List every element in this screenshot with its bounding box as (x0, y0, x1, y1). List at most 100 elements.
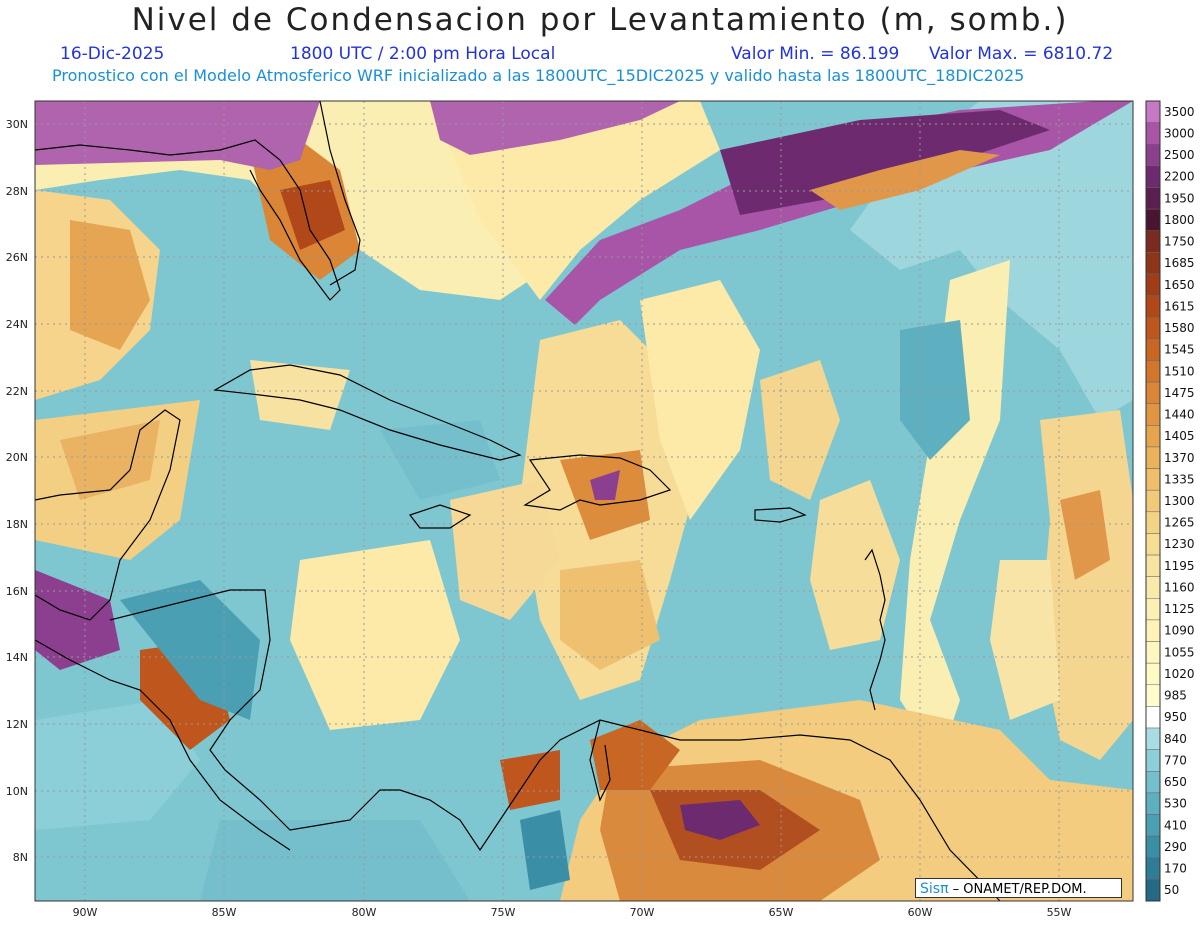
lat-label: 16N (6, 585, 28, 598)
date-label: 16-Dic-2025 (60, 44, 165, 64)
legend-swatch (1145, 381, 1161, 404)
legend-level-label: 1335 (1164, 472, 1195, 486)
legend-level-label: 1650 (1164, 278, 1195, 292)
legend-level-label: 1615 (1164, 299, 1195, 313)
legend-swatch (1145, 403, 1161, 426)
lon-label: 55W (1047, 906, 1072, 919)
condensation-field (35, 101, 1133, 901)
legend-swatch (1145, 727, 1161, 750)
legend-level-label: 985 (1164, 689, 1187, 703)
model-info-line: Pronostico con el Modelo Atmosferico WRF… (52, 66, 1025, 85)
legend-level-label: 3000 (1164, 126, 1195, 140)
legend-swatch (1145, 857, 1161, 880)
lon-label: 85W (212, 906, 237, 919)
legend-swatch (1145, 273, 1161, 296)
min-value-label: Valor Min. = 86.199 (731, 44, 900, 64)
latitude-axis: 30N 28N 26N 24N 22N 20N 18N 16N 14N 12N … (6, 118, 28, 864)
legend-level-label: 530 (1164, 797, 1187, 811)
legend-swatch (1145, 533, 1161, 556)
legend-swatch (1145, 316, 1161, 340)
time-label: 1800 UTC / 2:00 pm Hora Local (290, 44, 556, 64)
legend-level-label: 1750 (1164, 235, 1195, 249)
legend-swatch (1145, 576, 1161, 599)
legend-swatch (1145, 295, 1161, 318)
legend-swatch (1145, 489, 1161, 513)
legend-level-label: 1055 (1164, 645, 1195, 659)
legend-swatch (1145, 425, 1161, 448)
legend-level-label: 410 (1164, 818, 1187, 832)
legend-swatch (1145, 662, 1161, 686)
lat-label: 26N (6, 251, 28, 264)
legend-swatch (1145, 598, 1161, 621)
legend-level-label: 1950 (1164, 191, 1195, 205)
legend-level-label: 770 (1164, 753, 1187, 767)
sispi-logo-text: Sisπ (920, 881, 949, 897)
legend-level-label: 170 (1164, 862, 1187, 876)
legend-swatch (1145, 208, 1161, 231)
legend-swatch (1145, 792, 1161, 815)
lat-label: 8N (13, 851, 28, 864)
legend-swatch (1145, 165, 1161, 188)
legend-swatch (1145, 814, 1161, 837)
legend-level-label: 1685 (1164, 256, 1195, 270)
legend-level-label: 2200 (1164, 170, 1195, 184)
lat-label: 24N (6, 318, 28, 331)
legend-level-label: 1090 (1164, 624, 1195, 638)
legend-swatch (1145, 706, 1161, 729)
legend-swatch (1145, 684, 1161, 707)
coastlines (34, 100, 1001, 902)
lon-label: 60W (908, 906, 933, 919)
legend-level-label: 1265 (1164, 516, 1195, 530)
legend-swatch (1145, 619, 1161, 642)
legend-swatch (1145, 230, 1161, 253)
legend-level-label: 1125 (1164, 602, 1195, 616)
lat-label: 12N (6, 718, 28, 731)
legend-level-label: 1545 (1164, 343, 1195, 357)
legend-level-label: 50 (1164, 883, 1179, 897)
map-title: Nivel de Condensacion por Levantamiento … (131, 2, 1069, 38)
lat-label: 28N (6, 185, 28, 198)
legend-swatch (1145, 749, 1161, 772)
lat-label: 30N (6, 118, 28, 131)
legend-swatch (1145, 554, 1161, 577)
legend-swatch (1145, 835, 1161, 859)
longitude-axis: 90W 85W 80W 75W 70W 65W 60W 55W (73, 906, 1072, 919)
lat-label: 18N (6, 518, 28, 531)
legend-swatch (1145, 879, 1161, 902)
lon-label: 65W (769, 906, 794, 919)
legend-level-label: 1020 (1164, 667, 1195, 681)
legend-frame (1145, 100, 1161, 902)
legend-swatch (1145, 187, 1161, 210)
color-legend: 3500 3000 2500 2200 1950 1800 1750 1685 1650 1615… (1145, 100, 1195, 902)
legend-level-label: 840 (1164, 732, 1187, 746)
legend-level-label: 2500 (1164, 148, 1195, 162)
legend-level-label: 290 (1164, 840, 1187, 854)
map-gridlines (35, 101, 1133, 901)
legend-swatch (1145, 641, 1161, 664)
legend-swatch (1145, 446, 1161, 469)
lat-label: 20N (6, 451, 28, 464)
legend-level-label: 1160 (1164, 580, 1195, 594)
lon-label: 90W (73, 906, 98, 919)
legend-swatch (1145, 468, 1161, 491)
legend-level-label: 950 (1164, 710, 1187, 724)
legend-swatch (1145, 338, 1161, 361)
legend-level-label: 1580 (1164, 321, 1195, 335)
legend-swatch (1145, 511, 1161, 534)
legend-level-label: 1510 (1164, 364, 1195, 378)
legend-level-label: 1800 (1164, 213, 1195, 227)
lat-label: 22N (6, 385, 28, 398)
lat-label: 10N (6, 785, 28, 798)
legend-swatch (1145, 143, 1161, 167)
lat-label: 14N (6, 651, 28, 664)
legend-swatch (1145, 122, 1161, 145)
legend-level-label: 1230 (1164, 537, 1195, 551)
legend-level-label: 3500 (1164, 105, 1195, 119)
lon-label: 80W (352, 906, 377, 919)
lon-label: 70W (630, 906, 655, 919)
legend-level-label: 1440 (1164, 408, 1195, 422)
lon-label: 75W (491, 906, 516, 919)
legend-swatch (1145, 771, 1161, 794)
legend-swatch (1145, 252, 1161, 275)
